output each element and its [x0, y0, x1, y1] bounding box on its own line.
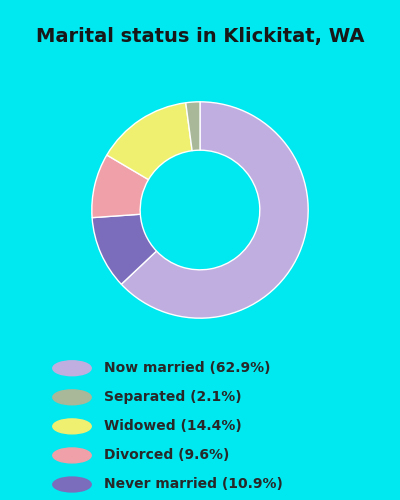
Circle shape [53, 361, 91, 376]
Text: Widowed (14.4%): Widowed (14.4%) [104, 420, 242, 434]
Wedge shape [107, 103, 192, 180]
Circle shape [53, 477, 91, 492]
Wedge shape [92, 214, 156, 284]
Text: Never married (10.9%): Never married (10.9%) [104, 478, 283, 492]
Circle shape [53, 390, 91, 405]
Wedge shape [92, 155, 148, 218]
Text: Marital status in Klickitat, WA: Marital status in Klickitat, WA [36, 26, 364, 46]
Circle shape [53, 419, 91, 434]
Circle shape [53, 448, 91, 463]
Text: Separated (2.1%): Separated (2.1%) [104, 390, 242, 404]
Wedge shape [121, 102, 308, 318]
Text: Now married (62.9%): Now married (62.9%) [104, 361, 270, 375]
Text: Divorced (9.6%): Divorced (9.6%) [104, 448, 229, 462]
Wedge shape [186, 102, 200, 150]
